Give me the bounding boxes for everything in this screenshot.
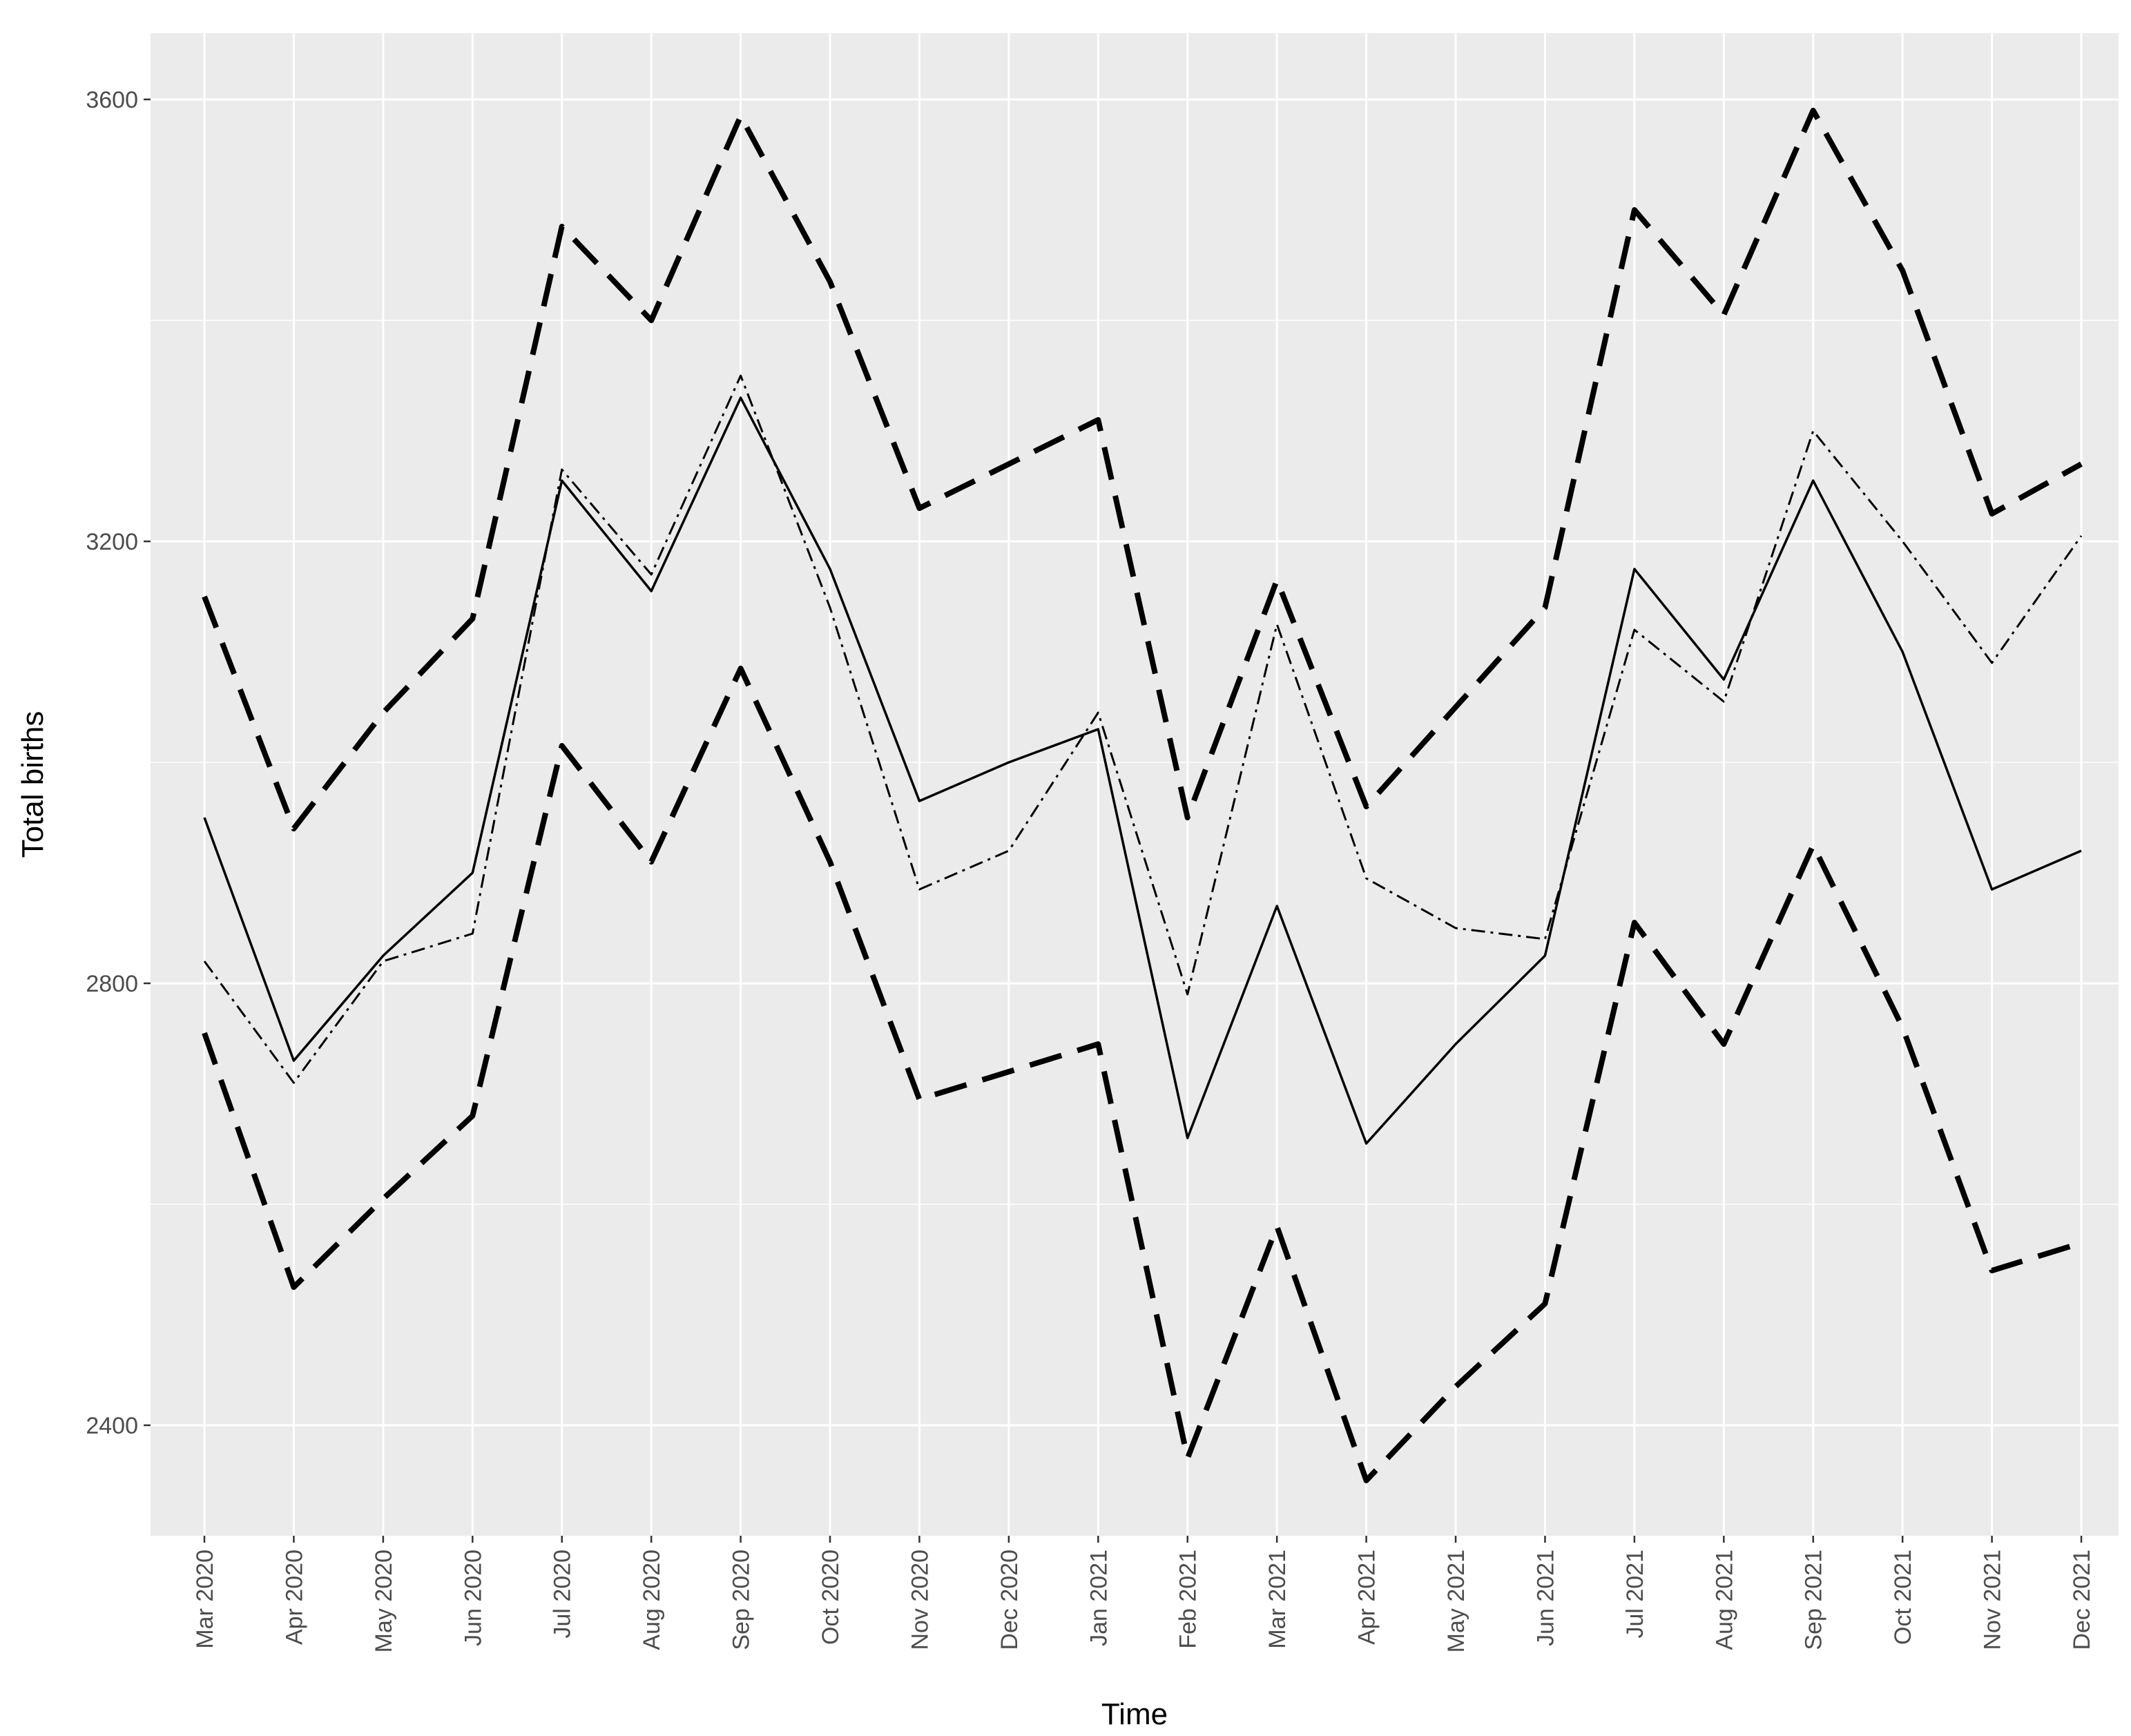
x-tick-label: Oct 2021	[1890, 1550, 1916, 1645]
plot-panel	[151, 33, 2119, 1536]
series-line-dashed-thick	[202, 666, 2083, 1483]
series-line-solid	[203, 396, 2082, 1145]
series-line-dashed-thick	[202, 108, 2083, 831]
x-tick-label: Jan 2021	[1086, 1550, 1112, 1646]
x-tick-label: Mar 2021	[1264, 1550, 1291, 1649]
series-layer	[202, 108, 2083, 1483]
y-tick-label: 2400	[86, 1413, 138, 1439]
x-tick-label: May 2020	[371, 1550, 397, 1652]
x-tick-label: Dec 2021	[2069, 1550, 2095, 1650]
x-tick-label: May 2021	[1443, 1550, 1469, 1652]
x-tick-label: Jun 2021	[1532, 1550, 1559, 1646]
x-tick-label: Aug 2020	[639, 1550, 665, 1650]
x-tick-label: Jul 2021	[1622, 1550, 1648, 1639]
minor-gridlines	[151, 320, 2119, 1205]
x-tick-label: Feb 2021	[1175, 1550, 1202, 1649]
x-tick-label: Nov 2021	[1980, 1550, 2006, 1650]
x-tick-label: Mar 2020	[192, 1550, 218, 1649]
y-axis-ticks: 2400 2800 3200 3600	[86, 87, 151, 1439]
x-tick-label: Nov 2020	[907, 1550, 933, 1650]
x-tick-label: Sep 2021	[1801, 1550, 1827, 1650]
y-axis-title: Total births	[16, 711, 50, 858]
x-tick-label: Jun 2020	[460, 1550, 486, 1646]
x-tick-label: Jul 2020	[550, 1550, 576, 1639]
x-tick-label: Dec 2020	[996, 1550, 1023, 1650]
x-tick-label: Aug 2021	[1711, 1550, 1737, 1650]
x-tick-label: Apr 2020	[281, 1550, 307, 1645]
x-tick-label: Apr 2021	[1354, 1550, 1380, 1645]
y-tick-label: 3200	[86, 529, 138, 555]
x-axis-ticks: Mar 2020 Apr 2020 May 2020 Jun 2020 Jul 2020…	[192, 1536, 2095, 1652]
x-tick-label: Sep 2020	[729, 1550, 755, 1650]
x-tick-label: Oct 2020	[818, 1550, 844, 1645]
y-tick-label: 3600	[86, 87, 138, 113]
major-gridlines	[151, 33, 2119, 1536]
x-axis-title: Time	[1101, 1697, 1168, 1731]
y-tick-label: 2800	[86, 971, 138, 997]
